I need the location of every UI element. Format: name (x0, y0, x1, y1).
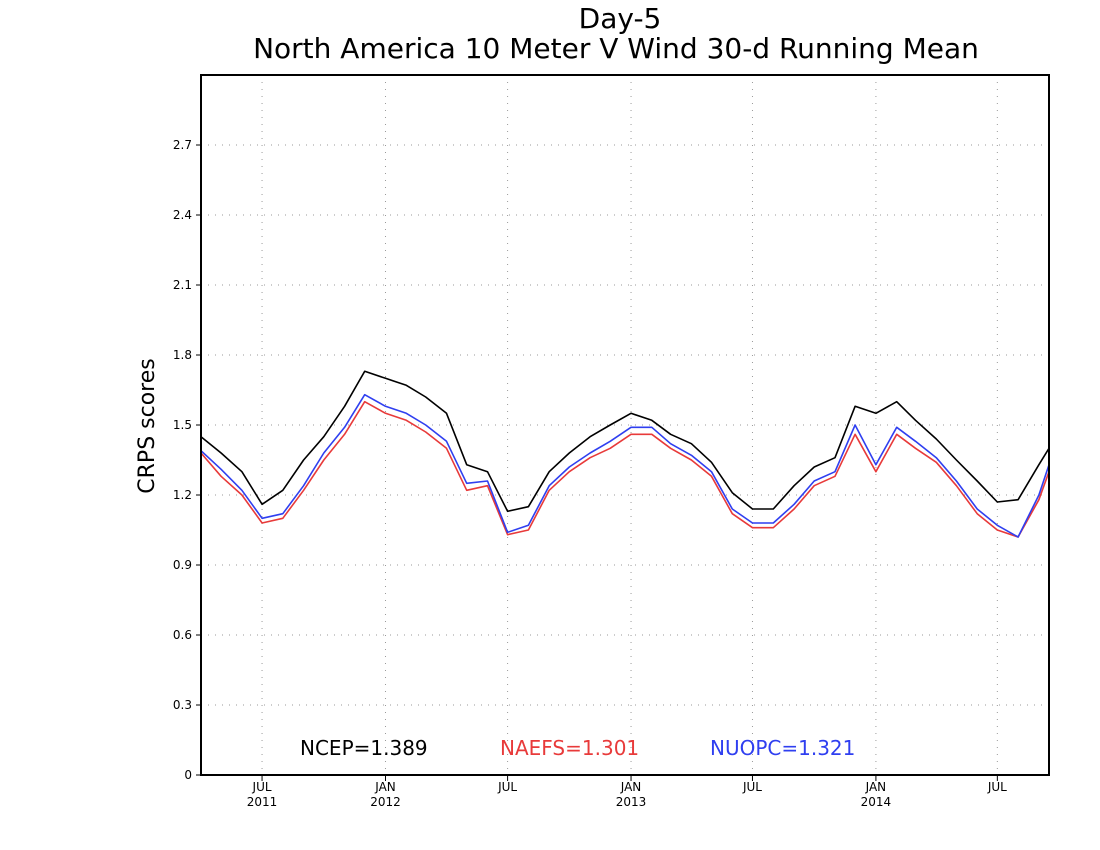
y-tick-label: 2.4 (173, 208, 192, 222)
x-tick-year-label: 2012 (370, 795, 401, 809)
legend-naefs: NAEFS=1.301 (500, 736, 639, 760)
y-tick-label: 1.5 (173, 418, 192, 432)
series-lines (200, 370, 1050, 538)
x-tick-label: JAN (620, 780, 642, 794)
y-axis: 0 0.3 0.6 0.9 1.2 1.5 1.8 2.1 2.4 2.7 (173, 138, 201, 782)
y-tick-label: 0.9 (173, 558, 192, 572)
plot-frame (200, 74, 1050, 776)
series-line-naefs (200, 400, 1050, 538)
x-tick-year-label: 2011 (247, 795, 278, 809)
x-tick-year-label: 2014 (861, 795, 892, 809)
y-tick-label: 2.1 (173, 278, 192, 292)
x-tick-label: JUL (987, 780, 1007, 794)
grid-lines (201, 75, 1049, 775)
y-tick-label: 0.6 (173, 628, 192, 642)
x-tick-label: JUL (252, 780, 272, 794)
x-tick-label: JAN (865, 780, 887, 794)
x-tick-label: JUL (742, 780, 762, 794)
y-tick-label: 1.8 (173, 348, 192, 362)
chart-subtitle: North America 10 Meter V Wind 30-d Runni… (253, 32, 979, 65)
x-tick-year-label: 2013 (616, 795, 647, 809)
chart-title: Day-5 (579, 2, 662, 35)
x-tick-label: JAN (374, 780, 396, 794)
legend-nuopc: NUOPC=1.321 (710, 736, 855, 760)
y-tick-label: 2.7 (173, 138, 192, 152)
series-line-ncep (200, 370, 1050, 513)
y-tick-label: 0.3 (173, 698, 192, 712)
legend-ncep: NCEP=1.389 (300, 736, 428, 760)
y-tick-label: 0 (184, 768, 192, 782)
y-axis-label: CRPS scores (135, 358, 160, 493)
x-tick-label: JUL (497, 780, 517, 794)
y-tick-label: 1.2 (173, 488, 192, 502)
series-line-nuopc (200, 393, 1050, 538)
